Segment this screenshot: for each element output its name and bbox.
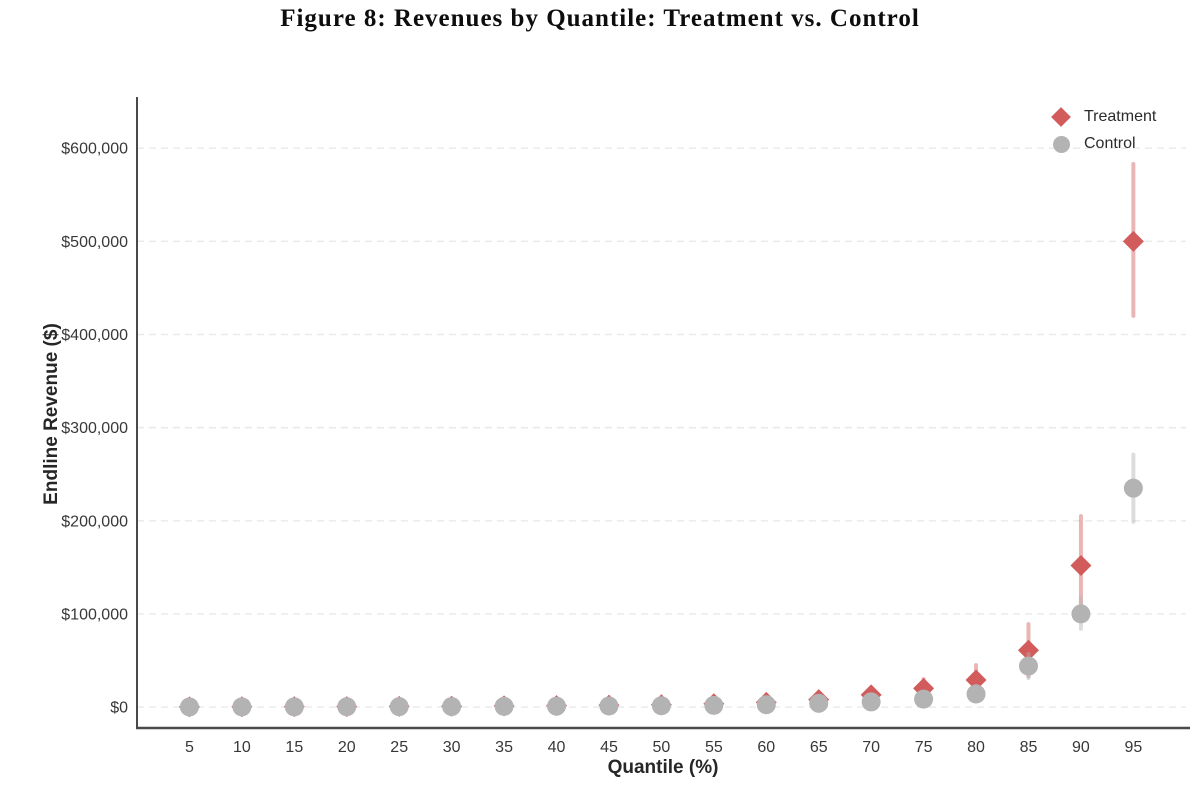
control-marker bbox=[389, 697, 409, 717]
x-tick-label: 65 bbox=[810, 739, 828, 756]
treatment-marker bbox=[965, 669, 987, 691]
control-marker bbox=[284, 697, 304, 717]
treatment-marker bbox=[1122, 230, 1144, 252]
y-tick-label: $300,000 bbox=[61, 420, 128, 437]
control-marker bbox=[1071, 604, 1091, 624]
control-marker bbox=[651, 696, 671, 716]
x-tick-label: 30 bbox=[443, 739, 461, 756]
legend: Treatment Control bbox=[1050, 106, 1156, 155]
y-tick-label: $400,000 bbox=[61, 327, 128, 344]
x-tick-label: 50 bbox=[653, 739, 671, 756]
control-marker bbox=[914, 689, 934, 709]
control-marker bbox=[861, 692, 881, 712]
treatment-diamond-icon bbox=[1050, 106, 1072, 128]
x-tick-label: 95 bbox=[1124, 739, 1142, 756]
control-marker bbox=[809, 693, 829, 713]
legend-label-treatment: Treatment bbox=[1084, 108, 1157, 125]
x-tick-label: 90 bbox=[1072, 739, 1090, 756]
treatment-marker bbox=[1070, 554, 1092, 576]
y-tick-label: $0 bbox=[110, 700, 128, 717]
control-marker bbox=[1018, 656, 1038, 676]
x-tick-label: 80 bbox=[967, 739, 985, 756]
control-marker bbox=[966, 684, 986, 704]
x-tick-label: 35 bbox=[495, 739, 513, 756]
x-tick-label: 5 bbox=[185, 739, 194, 756]
treatment-marker bbox=[1017, 639, 1039, 661]
x-tick-label: 75 bbox=[915, 739, 933, 756]
y-tick-label: $500,000 bbox=[61, 234, 128, 251]
control-marker bbox=[179, 697, 199, 717]
x-tick-label: 15 bbox=[285, 739, 303, 756]
y-tick-label: $100,000 bbox=[61, 606, 128, 623]
control-marker bbox=[756, 695, 776, 715]
x-tick-label: 10 bbox=[233, 739, 251, 756]
x-tick-label: 85 bbox=[1020, 739, 1038, 756]
control-circle-icon bbox=[1050, 133, 1072, 155]
control-marker bbox=[442, 697, 462, 717]
control-marker bbox=[547, 696, 567, 716]
control-marker bbox=[337, 697, 357, 717]
x-tick-label: 25 bbox=[390, 739, 408, 756]
y-tick-label: $200,000 bbox=[61, 513, 128, 530]
legend-item-control: Control bbox=[1050, 133, 1156, 155]
control-marker bbox=[599, 696, 619, 716]
x-tick-label: 20 bbox=[338, 739, 356, 756]
x-tick-label: 60 bbox=[757, 739, 775, 756]
figure-title: Figure 8: Revenues by Quantile: Treatmen… bbox=[280, 5, 920, 32]
x-axis-title: Quantile (%) bbox=[607, 757, 719, 778]
x-tick-label: 40 bbox=[548, 739, 566, 756]
legend-label-control: Control bbox=[1084, 135, 1136, 152]
x-tick-label: 45 bbox=[600, 739, 618, 756]
control-marker bbox=[1123, 478, 1143, 498]
y-axis-title: Endline Revenue ($) bbox=[41, 323, 62, 505]
control-marker bbox=[232, 697, 252, 717]
x-tick-label: 70 bbox=[862, 739, 880, 756]
legend-item-treatment: Treatment bbox=[1050, 106, 1156, 128]
control-marker bbox=[494, 696, 514, 716]
y-tick-label: $600,000 bbox=[61, 141, 128, 158]
x-tick-label: 55 bbox=[705, 739, 723, 756]
control-marker bbox=[704, 695, 724, 715]
